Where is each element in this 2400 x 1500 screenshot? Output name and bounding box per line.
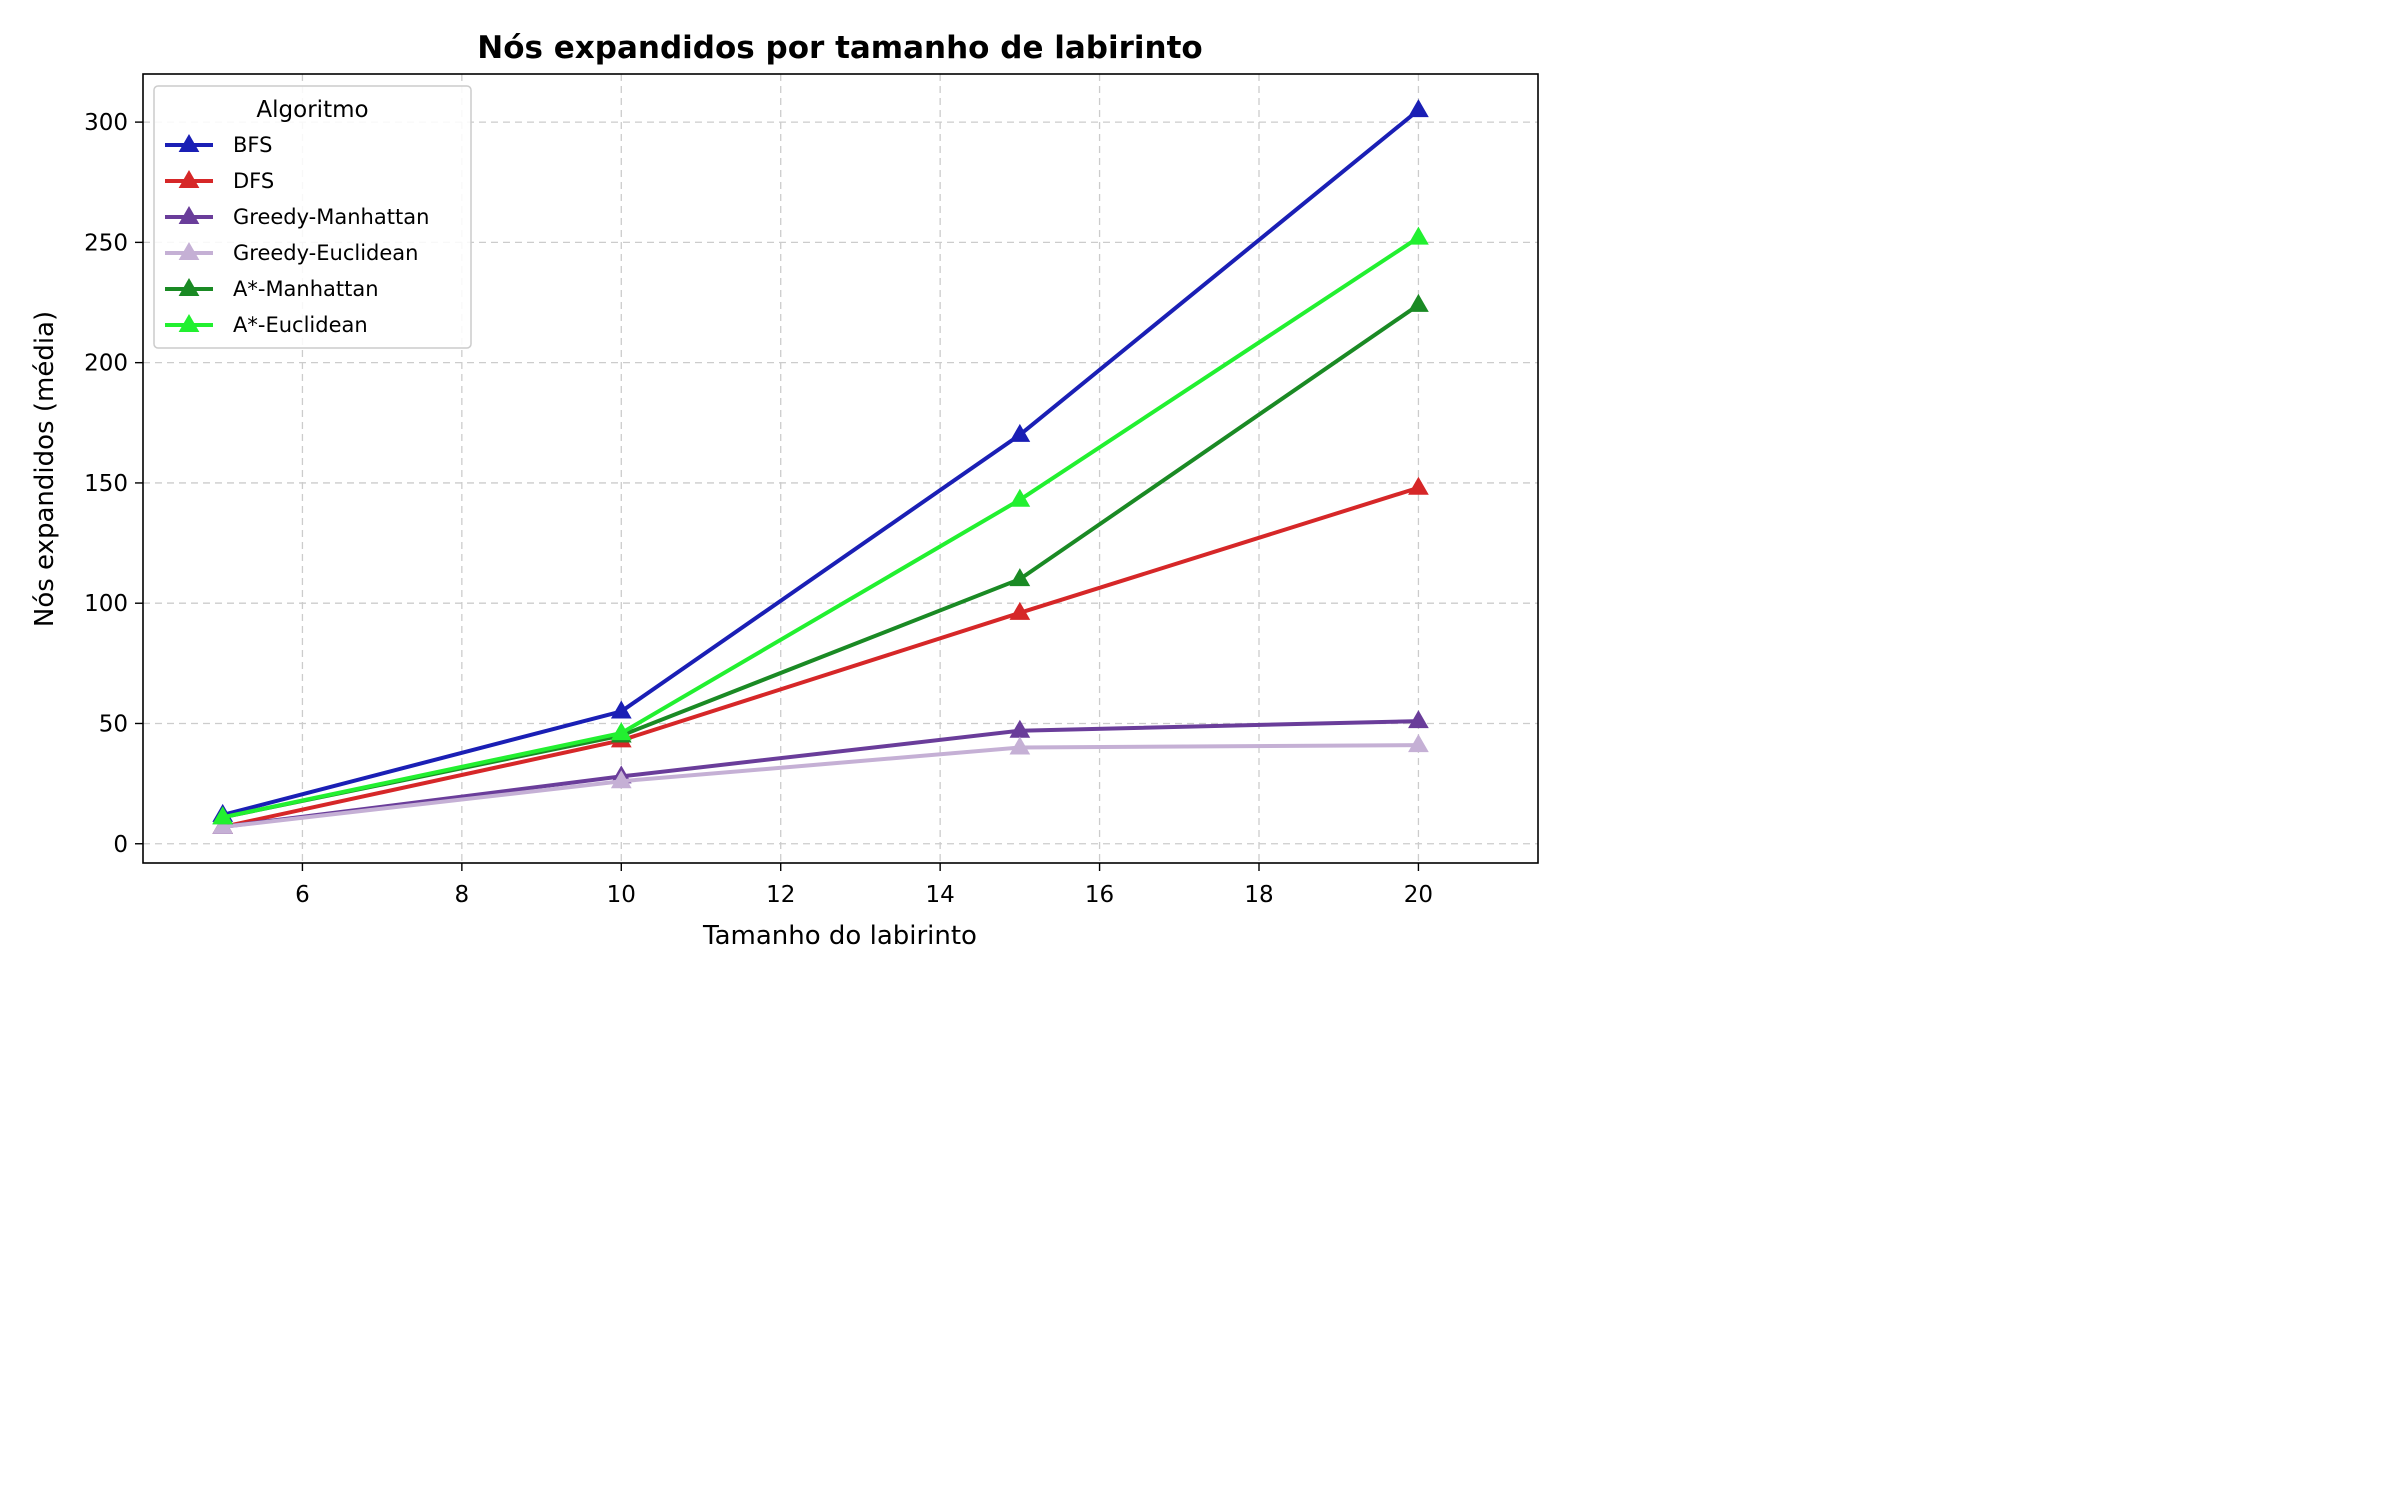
legend-label: DFS — [233, 169, 274, 193]
legend-item-a-euclidean: A*-Euclidean — [165, 313, 368, 337]
legend-item-greedy-euclidean: Greedy-Euclidean — [165, 241, 418, 265]
y-tick-label: 200 — [84, 351, 128, 377]
legend-swatch-marker — [178, 205, 200, 224]
series-layer — [212, 99, 1429, 834]
data-point-a-manhattan — [1408, 293, 1429, 312]
series-bfs — [212, 99, 1429, 822]
legend-label: A*-Manhattan — [233, 277, 379, 301]
data-point-a-euclidean — [1408, 226, 1429, 245]
series-greedy-euclidean — [212, 734, 1429, 834]
data-point-bfs — [1009, 423, 1031, 442]
legend: Algoritmo BFS DFS Greedy-Manhattan Greedy-Eu… — [153, 85, 472, 349]
data-point-bfs — [1408, 99, 1429, 118]
legend-title: Algoritmo — [256, 97, 368, 123]
legend-box — [153, 85, 472, 349]
data-point-a-euclidean — [212, 806, 234, 825]
legend-swatch-marker — [178, 277, 200, 296]
legend-item-greedy-manhattan: Greedy-Manhattan — [165, 205, 429, 229]
y-axis-label: Nós expandidos (média) — [30, 311, 60, 627]
legend-swatch-marker — [178, 133, 200, 152]
chart-title: Nós expandidos por tamanho de labirinto — [477, 30, 1202, 66]
data-point-a-manhattan — [1009, 568, 1031, 587]
series-line-dfs — [220, 485, 1421, 829]
data-point-greedy-manhattan — [1408, 710, 1429, 729]
legend-swatch-marker — [178, 241, 200, 260]
data-point-a-euclidean — [1009, 488, 1031, 507]
x-axis-label: Tamanho do labirinto — [702, 921, 977, 951]
series-a-euclidean — [212, 226, 1429, 825]
series-line-a-euclidean — [220, 235, 1421, 820]
x-tick-label: 6 — [295, 882, 310, 908]
line-chart: Nós expandidos por tamanho de labirinto … — [0, 0, 1568, 980]
plot-frame — [142, 73, 1539, 864]
x-tick-label: 10 — [607, 882, 636, 908]
legend-label: A*-Euclidean — [233, 313, 368, 337]
legend-label: BFS — [233, 133, 272, 157]
x-tick-label: 12 — [766, 882, 795, 908]
series-line-bfs — [220, 108, 1421, 817]
x-tick-label: 16 — [1085, 882, 1114, 908]
legend-label: Greedy-Euclidean — [233, 241, 418, 265]
y-tick-label: 300 — [84, 110, 128, 136]
legend-item-dfs: DFS — [165, 169, 274, 193]
data-point-greedy-euclidean — [610, 770, 632, 789]
data-point-greedy-euclidean — [212, 815, 234, 834]
y-tick-label: 100 — [84, 591, 128, 617]
legend-label: Greedy-Manhattan — [233, 205, 429, 229]
legend-swatch-marker — [178, 169, 200, 188]
y-tick-label: 250 — [84, 230, 128, 256]
legend-swatch-marker — [178, 313, 200, 332]
legend-item-a-manhattan: A*-Manhattan — [165, 277, 379, 301]
y-tick-label: 150 — [84, 471, 128, 497]
y-tick-label: 50 — [99, 711, 128, 737]
data-point-dfs — [1408, 476, 1429, 495]
data-point-bfs — [610, 700, 632, 719]
data-point-greedy-euclidean — [1009, 736, 1031, 755]
x-tick-label: 8 — [455, 882, 470, 908]
x-tick-label: 20 — [1404, 882, 1433, 908]
data-point-a-euclidean — [610, 722, 632, 741]
series-line-greedy-manhattan — [220, 719, 1421, 829]
x-tick-label: 14 — [926, 882, 955, 908]
y-tick-label: 0 — [113, 832, 128, 858]
data-point-greedy-euclidean — [1408, 734, 1429, 753]
legend-item-bfs: BFS — [165, 133, 272, 157]
data-point-dfs — [1009, 601, 1031, 620]
series-line-greedy-euclidean — [220, 743, 1421, 829]
x-tick-label: 18 — [1244, 882, 1273, 908]
